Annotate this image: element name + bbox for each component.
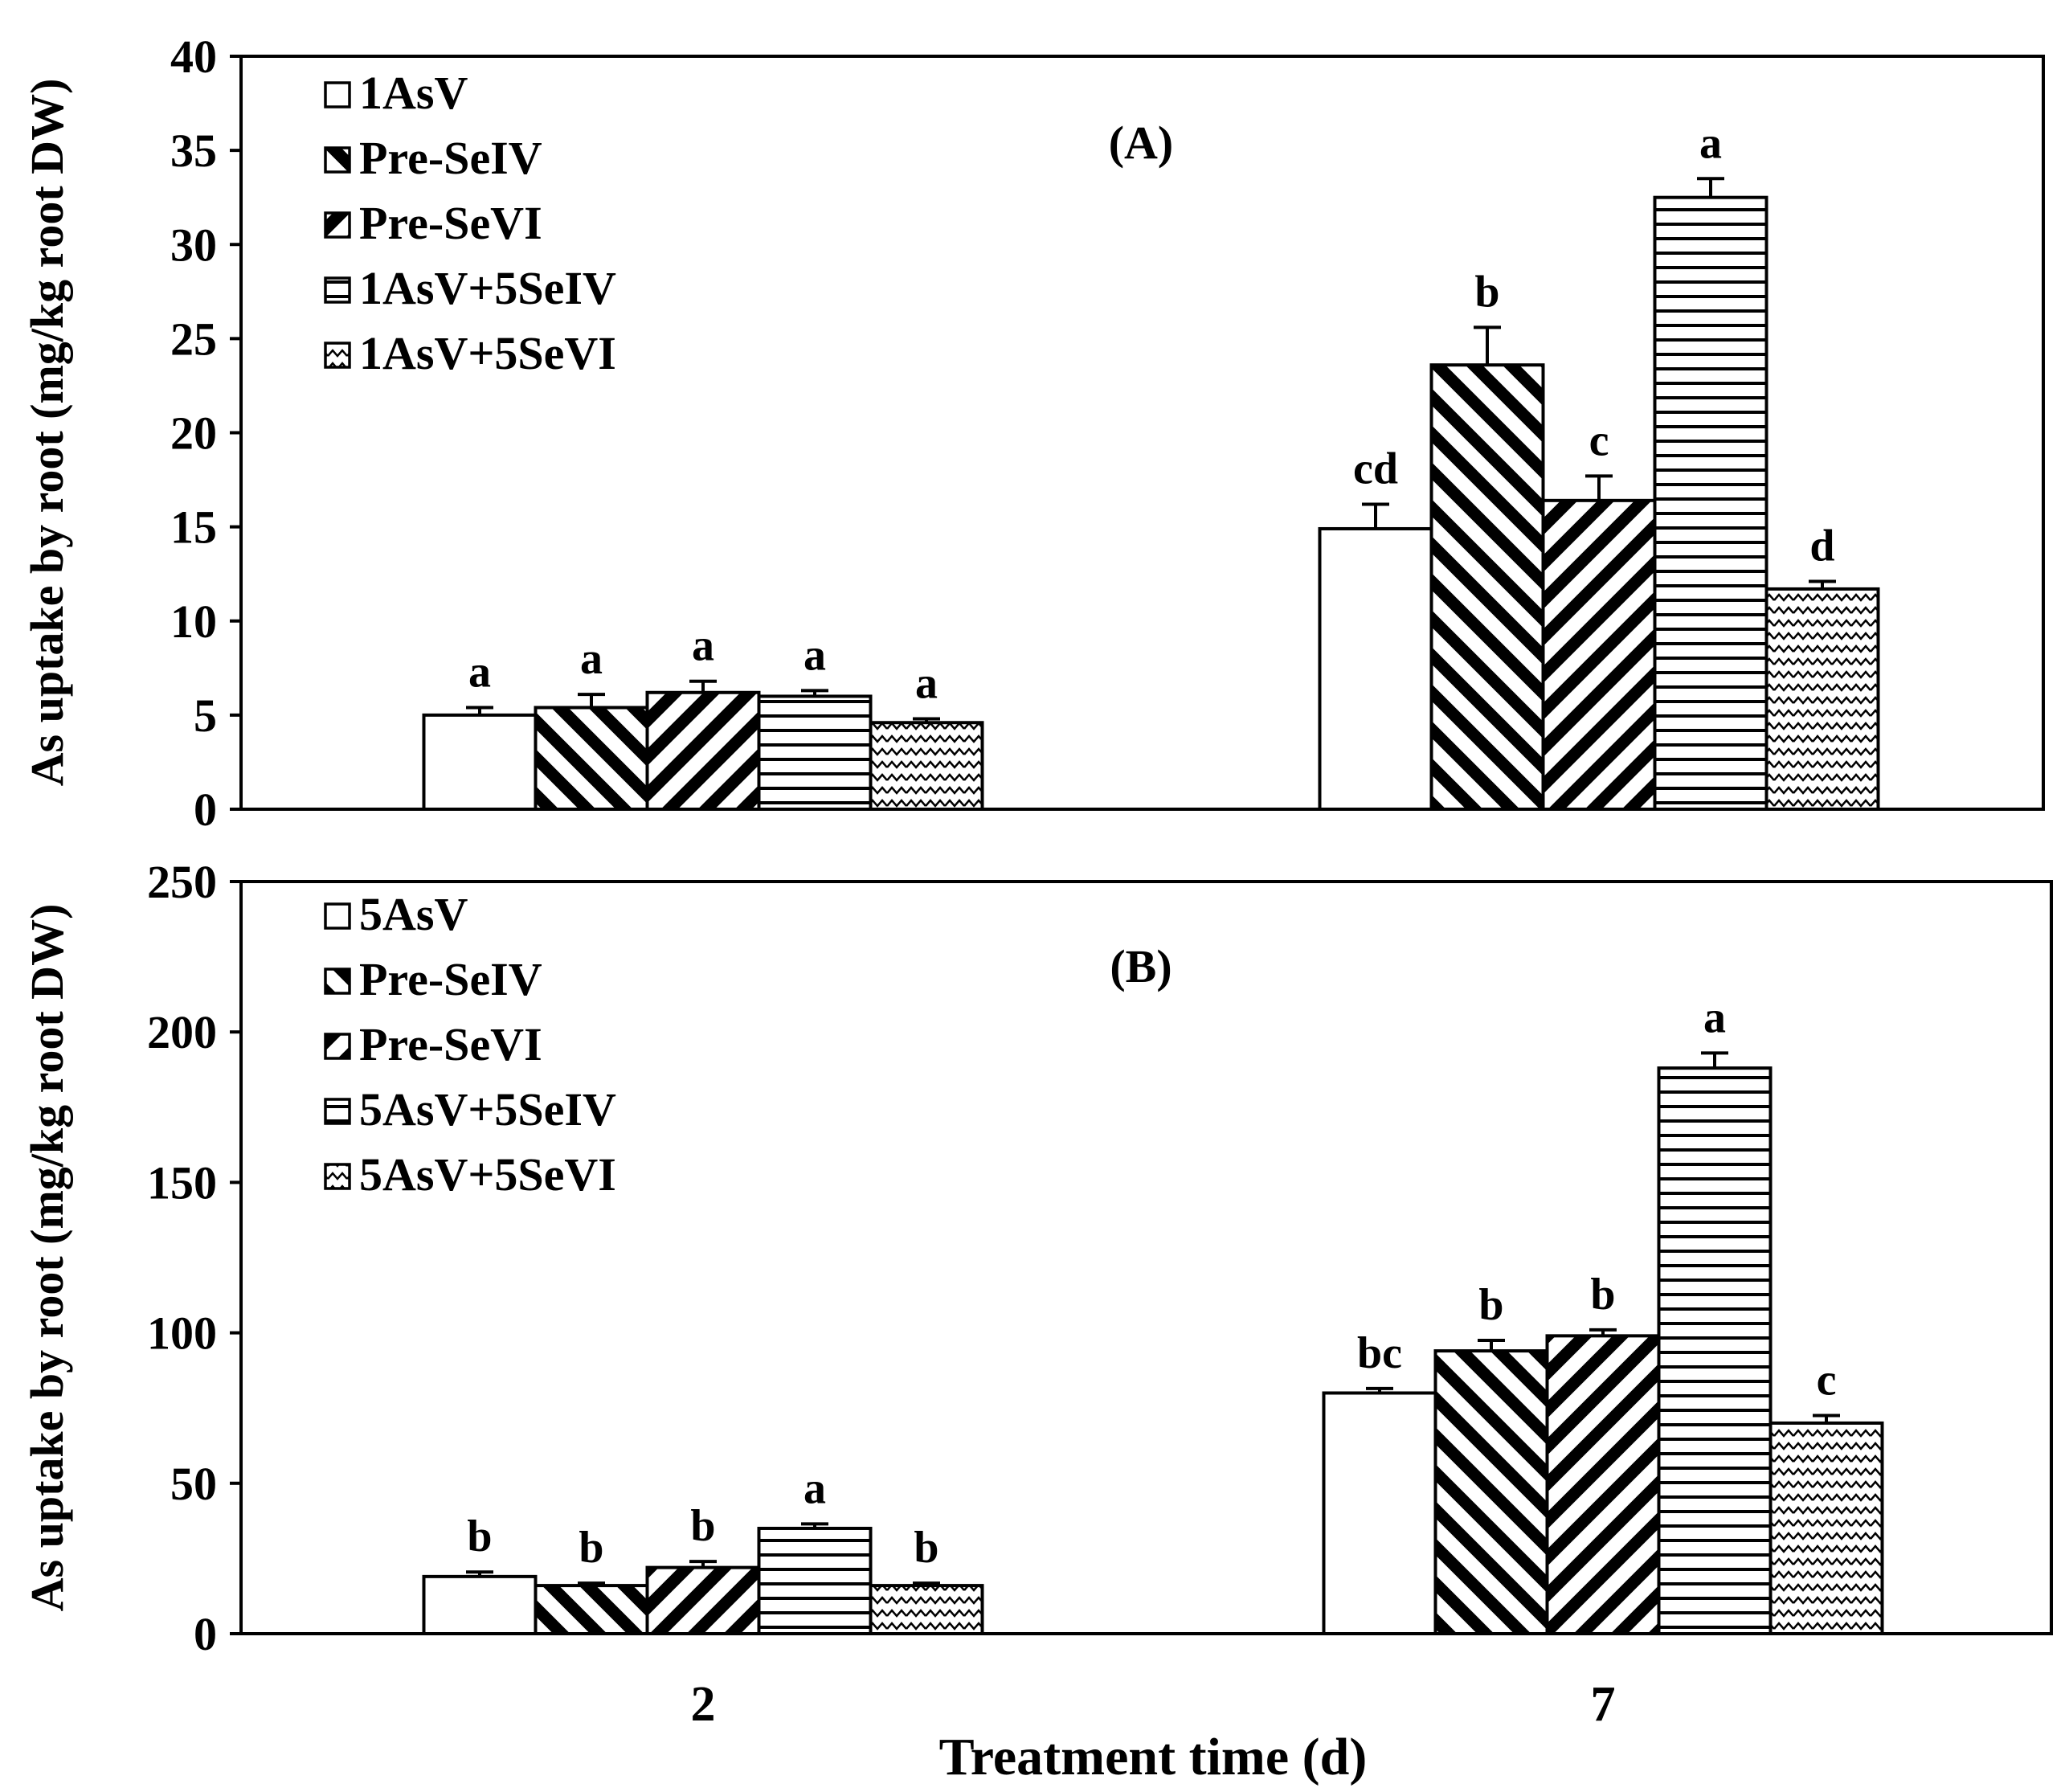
panel-b: 0 50 100 150 200 250 As uptake by root (mg/kg … — [21, 856, 2053, 1732]
significance-label-a: a — [1699, 118, 1722, 168]
bar-b — [422, 1574, 538, 1636]
legend-swatch-b — [324, 968, 351, 995]
bar-b — [757, 1526, 873, 1635]
bar-a — [1429, 363, 1545, 812]
significance-label-b: b — [690, 1501, 715, 1551]
bar-a — [869, 721, 984, 811]
significance-label-b: a — [803, 1463, 826, 1513]
y-tick-label-b: 150 — [147, 1156, 217, 1209]
panel-a: 0 5 10 15 20 25 30 35 40 As uptake by root (mg/kg… — [21, 31, 2045, 836]
legend-label-b: 5AsV — [359, 888, 468, 940]
significance-label-a: a — [692, 621, 714, 671]
y-tick-label-a: 35 — [170, 125, 217, 177]
y-tick-label-a: 0 — [194, 783, 217, 836]
bar-a — [1764, 587, 1880, 811]
significance-label-b: b — [914, 1523, 938, 1573]
significance-label-b: a — [1703, 992, 1726, 1042]
legend-swatch-a — [324, 276, 351, 304]
x-axis-title: Treatment time (d) — [939, 1728, 1368, 1786]
y-tick-label-a: 5 — [194, 689, 217, 742]
significance-label-a: cd — [1353, 444, 1398, 494]
y-tick-label-b: 0 — [194, 1608, 217, 1660]
bar-a — [1653, 195, 1768, 811]
significance-label-b: c — [1817, 1356, 1837, 1405]
legend-label-b: 5AsV+5SeIV — [359, 1083, 616, 1135]
legend-swatch-b — [324, 1033, 351, 1060]
legend-label-a: Pre-SeVI — [359, 197, 542, 249]
bar-a — [422, 713, 538, 811]
significance-label-b: bc — [1357, 1328, 1402, 1378]
legend-swatch-b — [324, 1163, 351, 1190]
legend-swatch-a — [324, 81, 351, 108]
bar-a — [1541, 498, 1657, 812]
legend-label-a: Pre-SeIV — [359, 132, 542, 184]
y-tick-label-a: 10 — [170, 595, 217, 648]
panel-label-a: (A) — [1109, 117, 1174, 169]
bar-b — [1657, 1066, 1773, 1636]
significance-label-a: a — [468, 648, 491, 698]
significance-label-b: b — [579, 1523, 603, 1573]
bar-a — [645, 690, 761, 812]
legend-label-b: Pre-SeVI — [359, 1018, 542, 1070]
legend-label-a: 1AsV — [359, 67, 468, 119]
significance-label-b: b — [1590, 1270, 1615, 1319]
y-tick-label-a: 40 — [170, 31, 217, 83]
y-axis-title-a: As uptake by root (mg/kg root DW) — [21, 79, 73, 787]
plot-frame-b — [239, 880, 2053, 1635]
x-tick-label: 2 — [691, 1677, 716, 1732]
bar-a — [1318, 526, 1433, 812]
x-tick-label: 7 — [1591, 1677, 1616, 1732]
significance-label-b: b — [1478, 1280, 1503, 1330]
significance-label-a: a — [580, 634, 603, 684]
legend-swatch-a — [324, 211, 351, 239]
y-tick-label-b: 50 — [170, 1458, 217, 1510]
legend-label-a: 1AsV+5SeIV — [359, 262, 616, 314]
legend-swatch-a — [324, 146, 351, 174]
y-tick-label-b: 200 — [147, 1006, 217, 1058]
bar-b — [1322, 1391, 1437, 1635]
significance-label-a: a — [803, 630, 826, 680]
bar-b — [1768, 1421, 1884, 1636]
significance-label-a: b — [1474, 267, 1499, 317]
y-tick-label-a: 15 — [170, 501, 217, 554]
y-tick-label-a: 25 — [170, 313, 217, 365]
bar-b — [645, 1565, 761, 1635]
y-axis-title-b: As uptake by root (mg/kg root DW) — [21, 904, 73, 1612]
significance-label-b: b — [467, 1512, 492, 1561]
bar-b — [869, 1584, 984, 1635]
bar-b — [1433, 1349, 1549, 1635]
significance-label-a: a — [915, 659, 938, 709]
y-tick-label-a: 20 — [170, 407, 217, 460]
significance-label-a: c — [1589, 415, 1609, 465]
y-tick-label-b: 100 — [147, 1307, 217, 1360]
bar-a — [534, 706, 649, 812]
bar-b — [534, 1584, 649, 1635]
y-tick-label-a: 30 — [170, 219, 217, 271]
significance-label-a: d — [1809, 522, 1834, 571]
legend-label-b: Pre-SeIV — [359, 953, 542, 1005]
bar-a — [757, 694, 873, 812]
legend-label-a: 1AsV+5SeVI — [359, 327, 616, 379]
legend-label-b: 5AsV+5SeVI — [359, 1148, 616, 1201]
y-tick-label-b: 250 — [147, 856, 217, 908]
bar-b — [1545, 1334, 1661, 1635]
legend-swatch-b — [324, 902, 351, 930]
legend-swatch-a — [324, 342, 351, 369]
panel-label-b: (B) — [1110, 940, 1171, 992]
legend-swatch-b — [324, 1098, 351, 1125]
